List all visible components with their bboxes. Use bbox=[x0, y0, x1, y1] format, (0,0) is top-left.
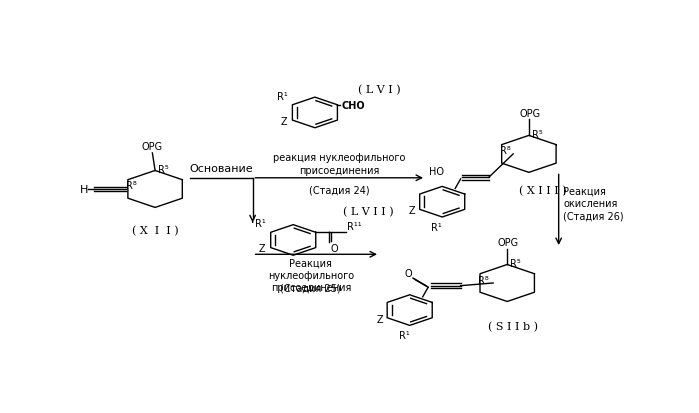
Text: R⁵: R⁵ bbox=[532, 130, 542, 140]
Text: Основание: Основание bbox=[189, 164, 253, 173]
Text: ( S I I b ): ( S I I b ) bbox=[488, 321, 538, 331]
Text: R¹: R¹ bbox=[399, 330, 410, 340]
Text: R⁸: R⁸ bbox=[126, 181, 136, 191]
Text: O: O bbox=[404, 268, 412, 278]
Text: O: O bbox=[331, 244, 338, 254]
Text: HO: HO bbox=[429, 166, 445, 176]
Text: R¹¹: R¹¹ bbox=[347, 222, 361, 232]
Text: Z: Z bbox=[259, 244, 266, 254]
Text: R¹: R¹ bbox=[255, 219, 266, 229]
Text: R⁵: R⁵ bbox=[158, 164, 168, 174]
Text: Реакция
окисления
(Стадия 26): Реакция окисления (Стадия 26) bbox=[563, 186, 624, 221]
Text: CHO: CHO bbox=[341, 100, 365, 111]
Text: R⁵: R⁵ bbox=[510, 258, 521, 268]
Text: (Стадия 25): (Стадия 25) bbox=[280, 283, 341, 293]
Text: ( L V I ): ( L V I ) bbox=[357, 84, 400, 95]
Text: (Стадия 24): (Стадия 24) bbox=[309, 185, 370, 195]
Text: OPG: OPG bbox=[498, 237, 519, 247]
Text: ( X  I  I ): ( X I I ) bbox=[132, 225, 178, 236]
Text: реакция нуклеофильного
присоединения: реакция нуклеофильного присоединения bbox=[273, 153, 405, 175]
Text: R¹: R¹ bbox=[431, 222, 442, 232]
Text: ( L V I I ): ( L V I I ) bbox=[343, 207, 394, 217]
Text: R⁸: R⁸ bbox=[500, 146, 510, 156]
Text: OPG: OPG bbox=[519, 109, 540, 119]
Text: Z: Z bbox=[409, 206, 416, 216]
Text: R¹: R¹ bbox=[277, 92, 287, 102]
Text: R⁸: R⁸ bbox=[478, 275, 489, 285]
Text: H: H bbox=[80, 185, 88, 195]
Text: Z: Z bbox=[377, 314, 383, 324]
Text: Z: Z bbox=[281, 116, 287, 126]
Text: ( X I I I ): ( X I I I ) bbox=[519, 186, 566, 196]
Text: OPG: OPG bbox=[142, 142, 163, 152]
Text: Реакция
нуклеофильного
присоединения: Реакция нуклеофильного присоединения bbox=[268, 258, 354, 292]
